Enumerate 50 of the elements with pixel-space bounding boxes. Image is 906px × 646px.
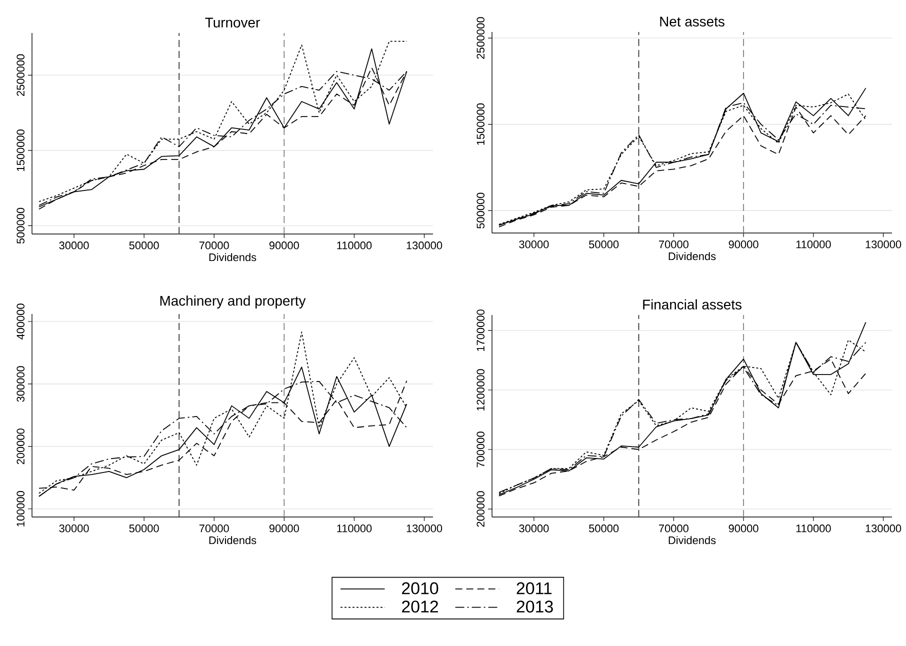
x-tick-label: 90000 [269, 242, 299, 250]
x-tick-label: 70000 [658, 240, 688, 248]
x-tick-label: 110000 [796, 240, 831, 248]
x-tick-label: 30000 [519, 524, 549, 532]
x-tick-label: 90000 [728, 524, 758, 532]
legend-label: 2011 [516, 582, 552, 594]
x-tick-label: 30000 [519, 240, 549, 248]
x-tick-label: 50000 [588, 524, 619, 532]
x-tick-label: 110000 [337, 524, 372, 532]
y-tick-label: 200000 [476, 491, 484, 527]
chart-title: Turnover [205, 18, 260, 28]
y-tick-label: 200000 [16, 428, 24, 464]
x-tick-label: 70000 [199, 242, 229, 250]
x-axis-title: Dividends [209, 253, 256, 262]
x-tick-label: 70000 [199, 524, 229, 532]
y-tick-label: 1200000 [476, 369, 484, 410]
x-tick-label: 130000 [866, 240, 902, 248]
x-tick-label: 130000 [406, 524, 442, 532]
y-tick-label: 300000 [16, 366, 24, 402]
x-axis-title: Dividends [668, 536, 716, 544]
y-tick-label: 500000 [16, 208, 24, 244]
legend-label: 2010 [402, 582, 438, 594]
x-axis-title: Dividends [209, 536, 256, 544]
y-tick-label: 2500000 [476, 17, 484, 59]
y-tick-label: 700000 [476, 432, 484, 468]
y-tick-label: 400000 [16, 304, 24, 340]
legend-label: 2012 [402, 600, 438, 613]
chart-title: Financial assets [643, 299, 742, 310]
x-tick-label: 130000 [866, 524, 902, 532]
y-tick-label: 1700000 [476, 310, 484, 351]
y-tick-label: 1500000 [16, 130, 24, 171]
x-tick-label: 90000 [728, 240, 758, 248]
x-tick-label: 30000 [59, 524, 89, 532]
x-tick-label: 70000 [658, 524, 688, 532]
y-tick-label: 2500000 [16, 54, 24, 96]
x-tick-label: 50000 [129, 524, 159, 532]
x-tick-label: 30000 [59, 242, 89, 250]
x-tick-label: 90000 [269, 524, 299, 532]
chart-title: Net assets [660, 16, 724, 26]
x-tick-label: 50000 [588, 240, 619, 248]
x-axis-title: Dividends [668, 252, 716, 260]
x-tick-label: 50000 [129, 242, 159, 250]
legend-label: 2013 [516, 600, 553, 613]
y-tick-label: 500000 [476, 192, 484, 228]
chart-title: Machinery and property [160, 295, 306, 308]
x-tick-label: 130000 [406, 242, 442, 250]
y-tick-label: 100000 [16, 491, 24, 526]
y-tick-label: 1500000 [476, 103, 484, 145]
x-tick-label: 110000 [796, 524, 831, 532]
x-tick-label: 110000 [337, 242, 372, 250]
